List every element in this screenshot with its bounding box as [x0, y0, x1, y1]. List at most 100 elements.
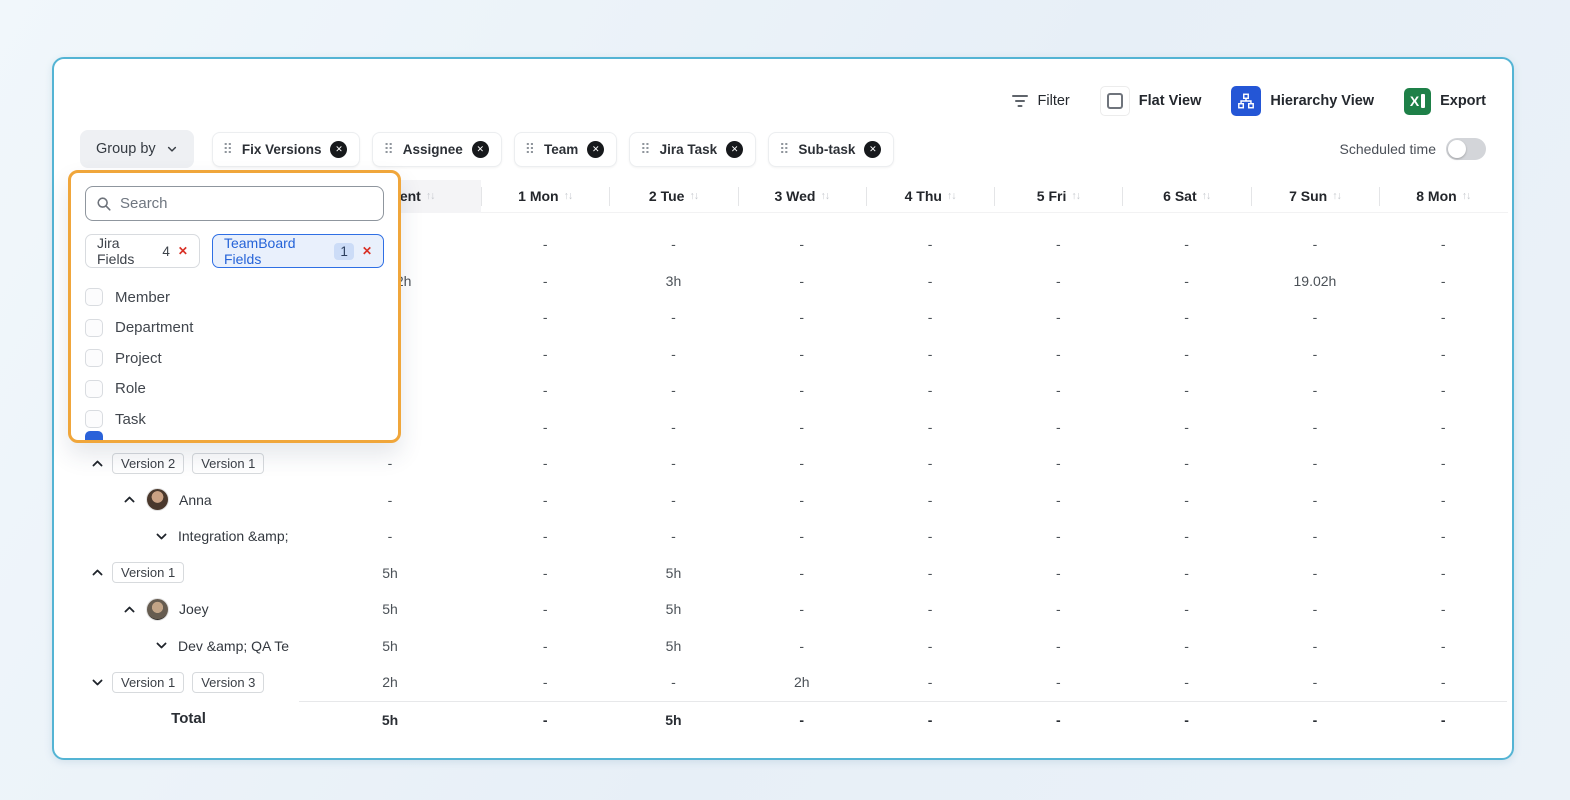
filter-button[interactable]: Filter	[1011, 93, 1070, 109]
sort-icon[interactable]: ↑↓	[1461, 190, 1471, 202]
cell-time-spent: 5h	[382, 601, 398, 618]
export-label: Export	[1440, 93, 1486, 109]
column-header-day[interactable]: 4 Thu ↑↓	[865, 180, 994, 213]
cell-day: -	[1056, 601, 1061, 618]
chip-sub-task[interactable]: ⠿ Sub-task ✕	[768, 131, 895, 167]
column-header-day[interactable]: 7 Sun ↑↓	[1250, 180, 1379, 213]
cell-day: -	[542, 345, 548, 362]
sort-icon[interactable]: ↑↓	[1071, 190, 1080, 202]
remove-chip-icon[interactable]: ✕	[726, 140, 744, 158]
checkbox[interactable]	[85, 349, 103, 368]
field-option-list: Member Department Project Role Task	[85, 282, 384, 435]
cell-day: -	[542, 491, 548, 508]
chip-team[interactable]: ⠿ Team ✕	[513, 131, 618, 167]
row-label-cell: Version 2 Version 1	[78, 452, 299, 474]
cell-day: -	[1184, 564, 1189, 581]
option-member[interactable]: Member	[85, 282, 384, 313]
clear-filter-icon[interactable]: ✕	[177, 244, 188, 258]
collapse-chevron-icon[interactable]	[122, 493, 136, 507]
cell-day: -	[799, 236, 805, 253]
sort-icon[interactable]: ↑↓	[425, 190, 435, 202]
cell-day: -	[542, 455, 548, 472]
column-header-day[interactable]: 6 Sat ↑↓	[1122, 180, 1250, 213]
sort-icon[interactable]: ↑↓	[820, 190, 829, 202]
flat-view-label: Flat View	[1138, 93, 1202, 109]
sort-icon[interactable]: ↑↓	[563, 190, 573, 202]
remove-chip-icon[interactable]: ✕	[864, 140, 882, 158]
option-project[interactable]: Project	[85, 343, 384, 374]
cell-time-spent: 5h	[382, 564, 398, 581]
drag-handle-icon[interactable]: ⠿	[383, 141, 394, 157]
collapse-chevron-icon[interactable]	[90, 456, 104, 470]
expand-chevron-icon[interactable]	[154, 639, 168, 653]
version-chip: Version 2	[112, 452, 185, 474]
collapse-chevron-icon[interactable]	[122, 602, 136, 616]
column-header-day[interactable]: 8 Mon ↑↓	[1379, 180, 1507, 213]
sort-icon[interactable]: ↑↓	[1201, 190, 1211, 202]
cell-day: -	[927, 455, 933, 472]
row-label: Joey	[179, 601, 209, 618]
flat-view-button[interactable]: Flat View	[1099, 86, 1202, 116]
scheduled-time-toggle[interactable]	[1446, 138, 1486, 160]
chip-jira-task[interactable]: ⠿ Jira Task ✕	[629, 131, 757, 167]
cell-day: -	[1056, 455, 1061, 472]
cell-day: -	[1440, 528, 1446, 545]
option-department[interactable]: Department	[85, 313, 384, 344]
collapse-chevron-icon[interactable]	[90, 566, 104, 580]
total-time-spent: 5h	[299, 700, 481, 738]
cell-day: -	[1184, 309, 1189, 326]
chip-assignee[interactable]: ⠿ Assignee ✕	[372, 131, 502, 167]
cell-day: -	[671, 236, 676, 253]
column-header-day[interactable]: 3 Wed ↑↓	[737, 180, 866, 213]
row-label-cell: Anna	[78, 488, 299, 512]
column-header-day[interactable]: 2 Tue ↑↓	[609, 180, 737, 213]
group-by-button[interactable]: Group by	[80, 130, 194, 168]
cell-day: -	[1184, 601, 1189, 618]
jira-fields-filter[interactable]: Jira Fields 4 ✕	[85, 234, 200, 268]
drag-handle-icon[interactable]: ⠿	[779, 141, 790, 157]
checkbox[interactable]	[85, 318, 103, 337]
cell-day: 5h	[665, 637, 682, 654]
cell-day: -	[1312, 236, 1318, 253]
checkbox[interactable]	[85, 288, 103, 307]
option-task[interactable]: Task	[85, 404, 384, 435]
remove-chip-icon[interactable]: ✕	[330, 140, 348, 158]
cell-day: -	[1056, 382, 1061, 399]
cell-day: -	[1312, 528, 1318, 545]
cell-day: -	[542, 528, 548, 545]
remove-chip-icon[interactable]: ✕	[587, 140, 605, 158]
export-button[interactable]: X Export	[1404, 87, 1486, 115]
option-role[interactable]: Role	[85, 374, 384, 405]
checkbox[interactable]	[85, 410, 103, 429]
expand-chevron-icon[interactable]	[154, 529, 168, 543]
search-input[interactable]	[120, 195, 373, 212]
drag-handle-icon[interactable]: ⠿	[222, 141, 233, 157]
column-header-day[interactable]: 1 Mon ↑↓	[481, 180, 609, 213]
clear-filter-icon[interactable]: ✕	[361, 244, 372, 258]
cell-day: -	[799, 345, 805, 362]
cell-day: -	[671, 382, 676, 399]
hierarchy-view-button[interactable]: Hierarchy View	[1231, 86, 1374, 116]
expand-chevron-icon[interactable]	[90, 675, 104, 689]
drag-handle-icon[interactable]: ⠿	[640, 141, 651, 157]
cell-time-spent: 5h	[382, 637, 398, 654]
cell-day: -	[1056, 528, 1061, 545]
group-by-label: Group by	[96, 141, 156, 157]
cell-day: -	[1312, 455, 1318, 472]
table-row: Integration &amp; - - - - - - - - -	[78, 518, 1508, 555]
column-header-day[interactable]: 5 Fri ↑↓	[994, 180, 1122, 213]
sort-icon[interactable]: ↑↓	[689, 190, 698, 202]
version-chip: Version 1	[112, 562, 185, 584]
drag-handle-icon[interactable]: ⠿	[524, 141, 536, 157]
sort-icon[interactable]: ↑↓	[1332, 190, 1341, 202]
sort-icon[interactable]: ↑↓	[946, 190, 956, 202]
remove-chip-icon[interactable]: ✕	[471, 140, 489, 158]
teamboard-fields-filter[interactable]: TeamBoard Fields 1 ✕	[211, 234, 384, 268]
version-chip: Version 3	[192, 671, 265, 693]
cell-day: -	[1440, 674, 1446, 691]
search-box[interactable]	[85, 186, 384, 221]
chip-fix-versions[interactable]: ⠿ Fix Versions ✕	[211, 131, 361, 167]
checkbox-checked-partial[interactable]	[85, 431, 103, 440]
checkbox[interactable]	[85, 379, 103, 398]
flat-view-icon	[1099, 86, 1130, 116]
